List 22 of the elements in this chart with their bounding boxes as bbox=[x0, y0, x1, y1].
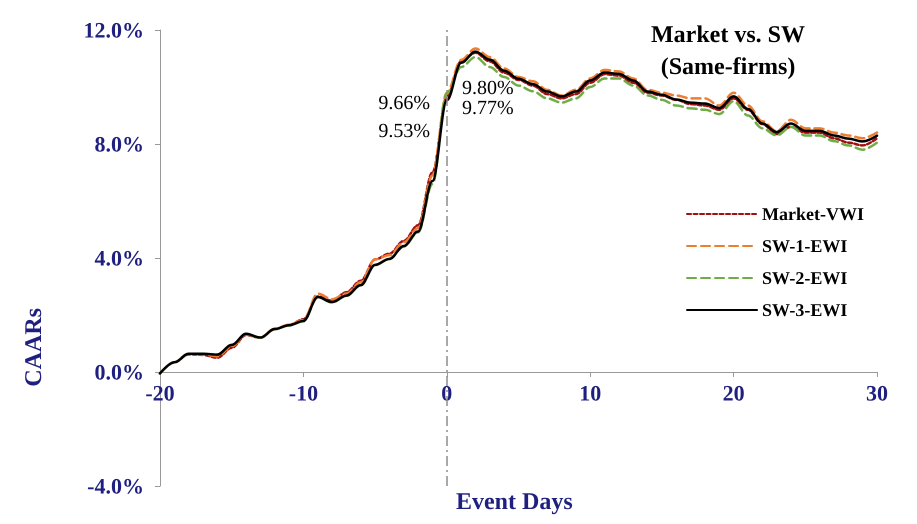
annotation: 9.66% bbox=[378, 92, 430, 114]
annotation: 9.77% bbox=[462, 97, 514, 119]
y-tick-label: 4.0% bbox=[94, 246, 144, 270]
y-tick-label: 12.0% bbox=[84, 18, 144, 42]
x-tick-label: -10 bbox=[288, 380, 318, 406]
legend-label: SW-1-EWI bbox=[762, 236, 848, 256]
x-tick-label: 0 bbox=[441, 380, 452, 406]
y-tick-label: 0.0% bbox=[94, 360, 144, 384]
x-tick-label: 10 bbox=[579, 380, 602, 406]
x-tick-label: -20 bbox=[145, 380, 175, 406]
legend-label: SW-2-EWI bbox=[762, 268, 848, 288]
annotation: 9.53% bbox=[378, 120, 430, 142]
y-tick-label: 8.0% bbox=[94, 132, 144, 156]
x-tick-label: 20 bbox=[722, 380, 745, 406]
y-tick-label: -4.0% bbox=[87, 474, 144, 498]
annotation: 9.80% bbox=[462, 77, 514, 99]
y-axis-title: CAARs bbox=[21, 308, 47, 387]
chart-title: Market vs. SW (Same-firms) bbox=[651, 22, 806, 80]
legend-label: SW-3-EWI bbox=[762, 300, 848, 320]
legend-label: Market-VWI bbox=[762, 204, 864, 224]
x-tick-label: 30 bbox=[866, 380, 888, 406]
x-axis-title: Event Days bbox=[456, 489, 573, 515]
